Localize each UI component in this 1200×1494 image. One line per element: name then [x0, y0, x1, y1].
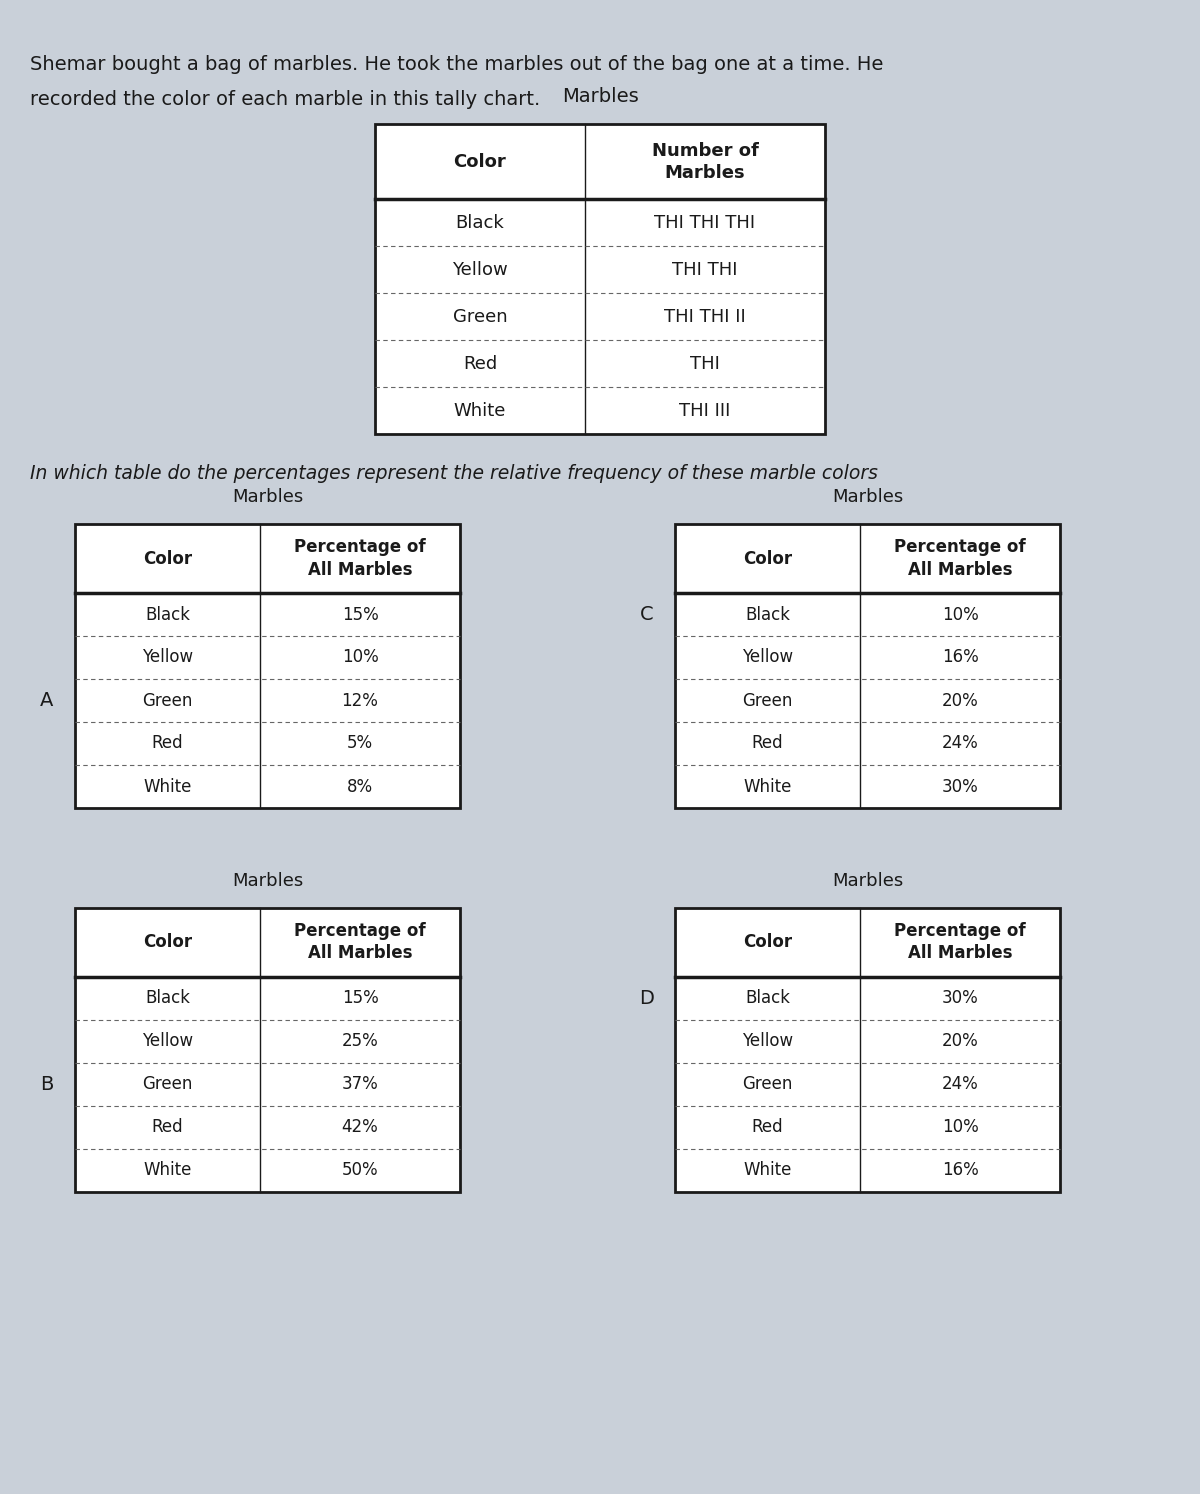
Text: Percentage of
All Marbles: Percentage of All Marbles — [294, 538, 426, 578]
Bar — [674, 524, 1060, 593]
Text: Color: Color — [743, 550, 792, 568]
Text: Yellow: Yellow — [142, 1032, 193, 1050]
Text: White: White — [743, 777, 792, 795]
Text: 16%: 16% — [942, 648, 978, 666]
Text: Marbles: Marbles — [232, 489, 304, 506]
Text: 20%: 20% — [942, 692, 978, 710]
Text: Black: Black — [456, 214, 504, 232]
Text: 10%: 10% — [942, 1119, 978, 1137]
Text: Black: Black — [745, 605, 790, 623]
Text: 30%: 30% — [942, 777, 978, 795]
Text: Red: Red — [751, 735, 784, 753]
Text: Black: Black — [745, 989, 790, 1007]
Bar — [74, 908, 460, 977]
Text: White: White — [143, 1161, 192, 1179]
Text: Percentage of
All Marbles: Percentage of All Marbles — [894, 538, 1026, 578]
Text: Yellow: Yellow — [142, 648, 193, 666]
Text: Color: Color — [454, 152, 506, 170]
Text: 15%: 15% — [342, 605, 378, 623]
Text: D: D — [640, 989, 654, 1008]
Text: Red: Red — [463, 354, 497, 372]
Bar — [74, 524, 460, 593]
Bar — [374, 124, 826, 199]
Text: 10%: 10% — [342, 648, 378, 666]
Text: Yellow: Yellow — [742, 648, 793, 666]
Text: 25%: 25% — [342, 1032, 378, 1050]
Text: Color: Color — [143, 934, 192, 952]
Text: C: C — [640, 605, 654, 624]
Text: 16%: 16% — [942, 1161, 978, 1179]
Text: 12%: 12% — [342, 692, 378, 710]
Text: 24%: 24% — [942, 1076, 978, 1094]
Bar — [74, 524, 460, 808]
Text: Green: Green — [452, 308, 508, 326]
Bar — [674, 908, 1060, 1192]
Text: 5%: 5% — [347, 735, 373, 753]
Text: 8%: 8% — [347, 777, 373, 795]
Text: THI THI II: THI THI II — [664, 308, 746, 326]
Bar — [674, 908, 1060, 1192]
Text: THI III: THI III — [679, 402, 731, 420]
Text: 50%: 50% — [342, 1161, 378, 1179]
Text: Yellow: Yellow — [452, 260, 508, 279]
Bar — [674, 524, 1060, 808]
Text: Marbles: Marbles — [832, 489, 904, 506]
Text: Red: Red — [151, 735, 184, 753]
Bar — [674, 908, 1060, 977]
Text: THI THI THI: THI THI THI — [654, 214, 756, 232]
Text: Percentage of
All Marbles: Percentage of All Marbles — [294, 922, 426, 962]
Bar — [74, 908, 460, 1192]
Text: White: White — [143, 777, 192, 795]
Text: B: B — [41, 1074, 54, 1094]
Text: 42%: 42% — [342, 1119, 378, 1137]
Text: Marbles: Marbles — [232, 872, 304, 890]
Text: 10%: 10% — [942, 605, 978, 623]
Text: Green: Green — [143, 692, 193, 710]
Text: THI: THI — [690, 354, 720, 372]
Text: Number of
Marbles: Number of Marbles — [652, 142, 758, 182]
Text: 20%: 20% — [942, 1032, 978, 1050]
Text: Black: Black — [145, 989, 190, 1007]
Text: Marbles: Marbles — [562, 87, 638, 106]
Text: White: White — [743, 1161, 792, 1179]
Text: recorded the color of each marble in this tally chart.: recorded the color of each marble in thi… — [30, 90, 540, 109]
Text: Percentage of
All Marbles: Percentage of All Marbles — [894, 922, 1026, 962]
Text: Color: Color — [743, 934, 792, 952]
Text: Red: Red — [751, 1119, 784, 1137]
Text: In which table do the percentages represent the relative frequency of these marb: In which table do the percentages repres… — [30, 465, 878, 483]
Text: 37%: 37% — [342, 1076, 378, 1094]
Bar — [74, 524, 460, 808]
Text: Shemar bought a bag of marbles. He took the marbles out of the bag one at a time: Shemar bought a bag of marbles. He took … — [30, 55, 883, 75]
Text: Green: Green — [743, 692, 793, 710]
Text: 30%: 30% — [942, 989, 978, 1007]
Text: 24%: 24% — [942, 735, 978, 753]
Text: Red: Red — [151, 1119, 184, 1137]
Text: THI THI: THI THI — [672, 260, 738, 279]
Bar — [674, 524, 1060, 808]
Text: Black: Black — [145, 605, 190, 623]
Text: A: A — [41, 692, 54, 710]
Text: Green: Green — [143, 1076, 193, 1094]
Text: White: White — [454, 402, 506, 420]
Text: Green: Green — [743, 1076, 793, 1094]
Text: 15%: 15% — [342, 989, 378, 1007]
Text: Marbles: Marbles — [832, 872, 904, 890]
Text: Color: Color — [143, 550, 192, 568]
Bar — [74, 908, 460, 1192]
Bar — [374, 124, 826, 435]
Bar — [374, 124, 826, 435]
Text: Yellow: Yellow — [742, 1032, 793, 1050]
